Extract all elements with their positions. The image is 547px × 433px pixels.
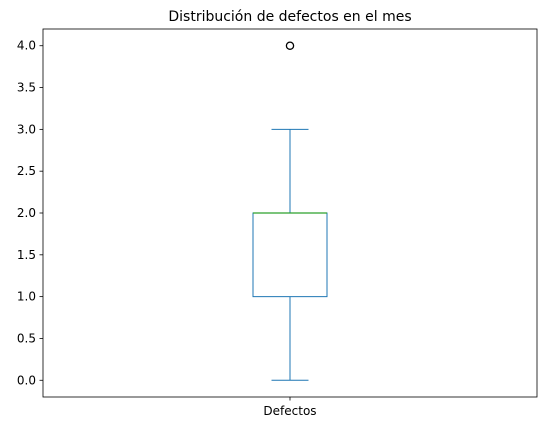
y-tick-label: 3.0 [17, 122, 36, 136]
y-tick-label: 3.5 [17, 81, 36, 95]
plot-area: 0.0 0.5 1.0 1.5 2.0 2.5 3.0 3.5 4.0 Defectos [17, 28, 538, 418]
y-tick-label: 2.0 [17, 206, 36, 220]
y-tick-label: 4.0 [17, 39, 36, 53]
chart-title: Distribución de defectos en el mes [168, 9, 411, 25]
box-iqr [252, 212, 328, 298]
outlier-point [285, 41, 295, 50]
y-tick-label: 1.0 [17, 290, 36, 304]
y-tick-label: 1.5 [17, 248, 36, 262]
y-tick-label: 2.5 [17, 164, 36, 178]
y-tick-label: 0.5 [17, 331, 36, 345]
x-tick-label: Defectos [263, 404, 316, 418]
y-tick-label: 0.0 [17, 373, 36, 387]
